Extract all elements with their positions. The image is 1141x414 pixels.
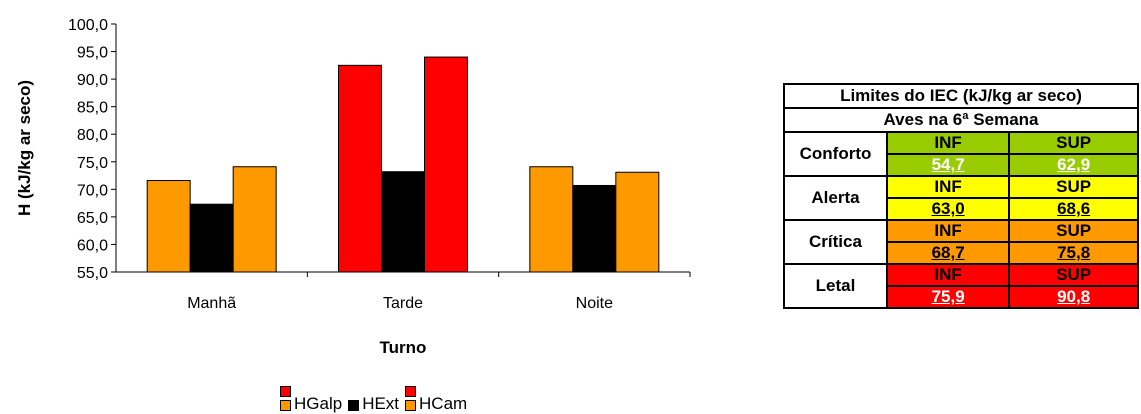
conforto-inf-label: INF <box>885 131 1011 155</box>
legend-item-hext: HExt <box>348 394 399 414</box>
x-tick-label: Tarde <box>383 295 423 312</box>
legend-label-hgalp: HGalp <box>294 394 343 413</box>
chart-legend: HGalp HExt HCam <box>280 380 473 414</box>
legend-swatch-hgalp-red <box>280 386 291 397</box>
category-conforto: Conforto <box>783 131 888 177</box>
y-tick-label: 65,0 <box>77 210 108 227</box>
legend-swatch-hgalp-orange <box>280 400 291 411</box>
conforto-sup-value: 62,9 <box>1008 153 1139 177</box>
legend-swatch-hcam-orange <box>405 400 417 411</box>
category-letal: Letal <box>783 263 888 309</box>
y-tick-label: 70,0 <box>77 182 108 199</box>
critica-sup-value: 75,8 <box>1008 241 1139 265</box>
y-tick-label: 85,0 <box>77 100 108 117</box>
critica-inf-value: 68,7 <box>885 241 1011 265</box>
y-tick-label: 75,0 <box>77 155 108 172</box>
critica-inf-label: INF <box>885 219 1011 243</box>
y-tick-label: 95,0 <box>77 45 108 62</box>
bar-hgalp-1 <box>338 64 382 273</box>
y-tick-label: 80,0 <box>77 127 108 144</box>
conforto-sup-label: SUP <box>1008 131 1139 155</box>
letal-sup-label: SUP <box>1008 263 1139 287</box>
bar-hext-1 <box>381 171 425 273</box>
letal-inf-value: 75,9 <box>885 285 1011 309</box>
y-tick-label: 90,0 <box>77 72 108 89</box>
legend-item-hcam: HCam <box>405 386 467 414</box>
alerta-inf-value: 63,0 <box>885 197 1011 221</box>
alerta-inf-label: INF <box>885 175 1011 199</box>
category-critica: Crítica <box>783 219 888 265</box>
critica-sup-label: SUP <box>1008 219 1139 243</box>
legend-label-hext: HExt <box>362 394 400 413</box>
category-alerta: Alerta <box>783 175 888 221</box>
alerta-sup-value: 68,6 <box>1008 197 1139 221</box>
bar-hcam-0 <box>232 166 277 273</box>
iec-limits-table: Limites do IEC (kJ/kg ar seco) Aves na 6… <box>783 83 1139 309</box>
bar-hext-0 <box>189 203 234 273</box>
alerta-sup-label: SUP <box>1008 175 1139 199</box>
letal-sup-value: 90,8 <box>1008 285 1139 309</box>
legend-item-hgalp: HGalp <box>280 386 342 414</box>
bar-hgalp-2 <box>529 166 574 273</box>
legend-swatch-hcam-red <box>405 386 417 397</box>
x-axis-title: Turno <box>380 338 427 357</box>
table-title: Limites do IEC (kJ/kg ar seco) <box>783 83 1139 109</box>
legend-swatch-hext <box>348 400 360 411</box>
bar-chart: 55,0 60,0 65,0 70,0 75,0 80,0 85,0 90,0 95,0 100,… <box>15 17 691 357</box>
y-tick-label: 100,0 <box>68 17 108 34</box>
bar-hext-2 <box>572 184 617 273</box>
legend-label-hcam: HCam <box>419 394 468 413</box>
chart-svg: 55,0 60,0 65,0 70,0 75,0 80,0 85,0 90,0 95,0 100,… <box>15 17 691 357</box>
y-tick-label: 55,0 <box>77 265 108 282</box>
y-tick-label: 60,0 <box>77 237 108 254</box>
letal-inf-label: INF <box>885 263 1011 287</box>
table-subtitle: Aves na 6ª Semana <box>783 107 1139 133</box>
bar-hcam-1 <box>424 56 468 273</box>
x-tick-label: Manhã <box>187 295 236 312</box>
bar-hcam-2 <box>615 171 660 273</box>
bar-hgalp-0 <box>146 180 191 273</box>
conforto-inf-value: 54,7 <box>885 153 1011 177</box>
y-axis-title: H (kJ/kg ar seco) <box>15 80 34 216</box>
x-tick-label: Noite <box>576 295 613 312</box>
